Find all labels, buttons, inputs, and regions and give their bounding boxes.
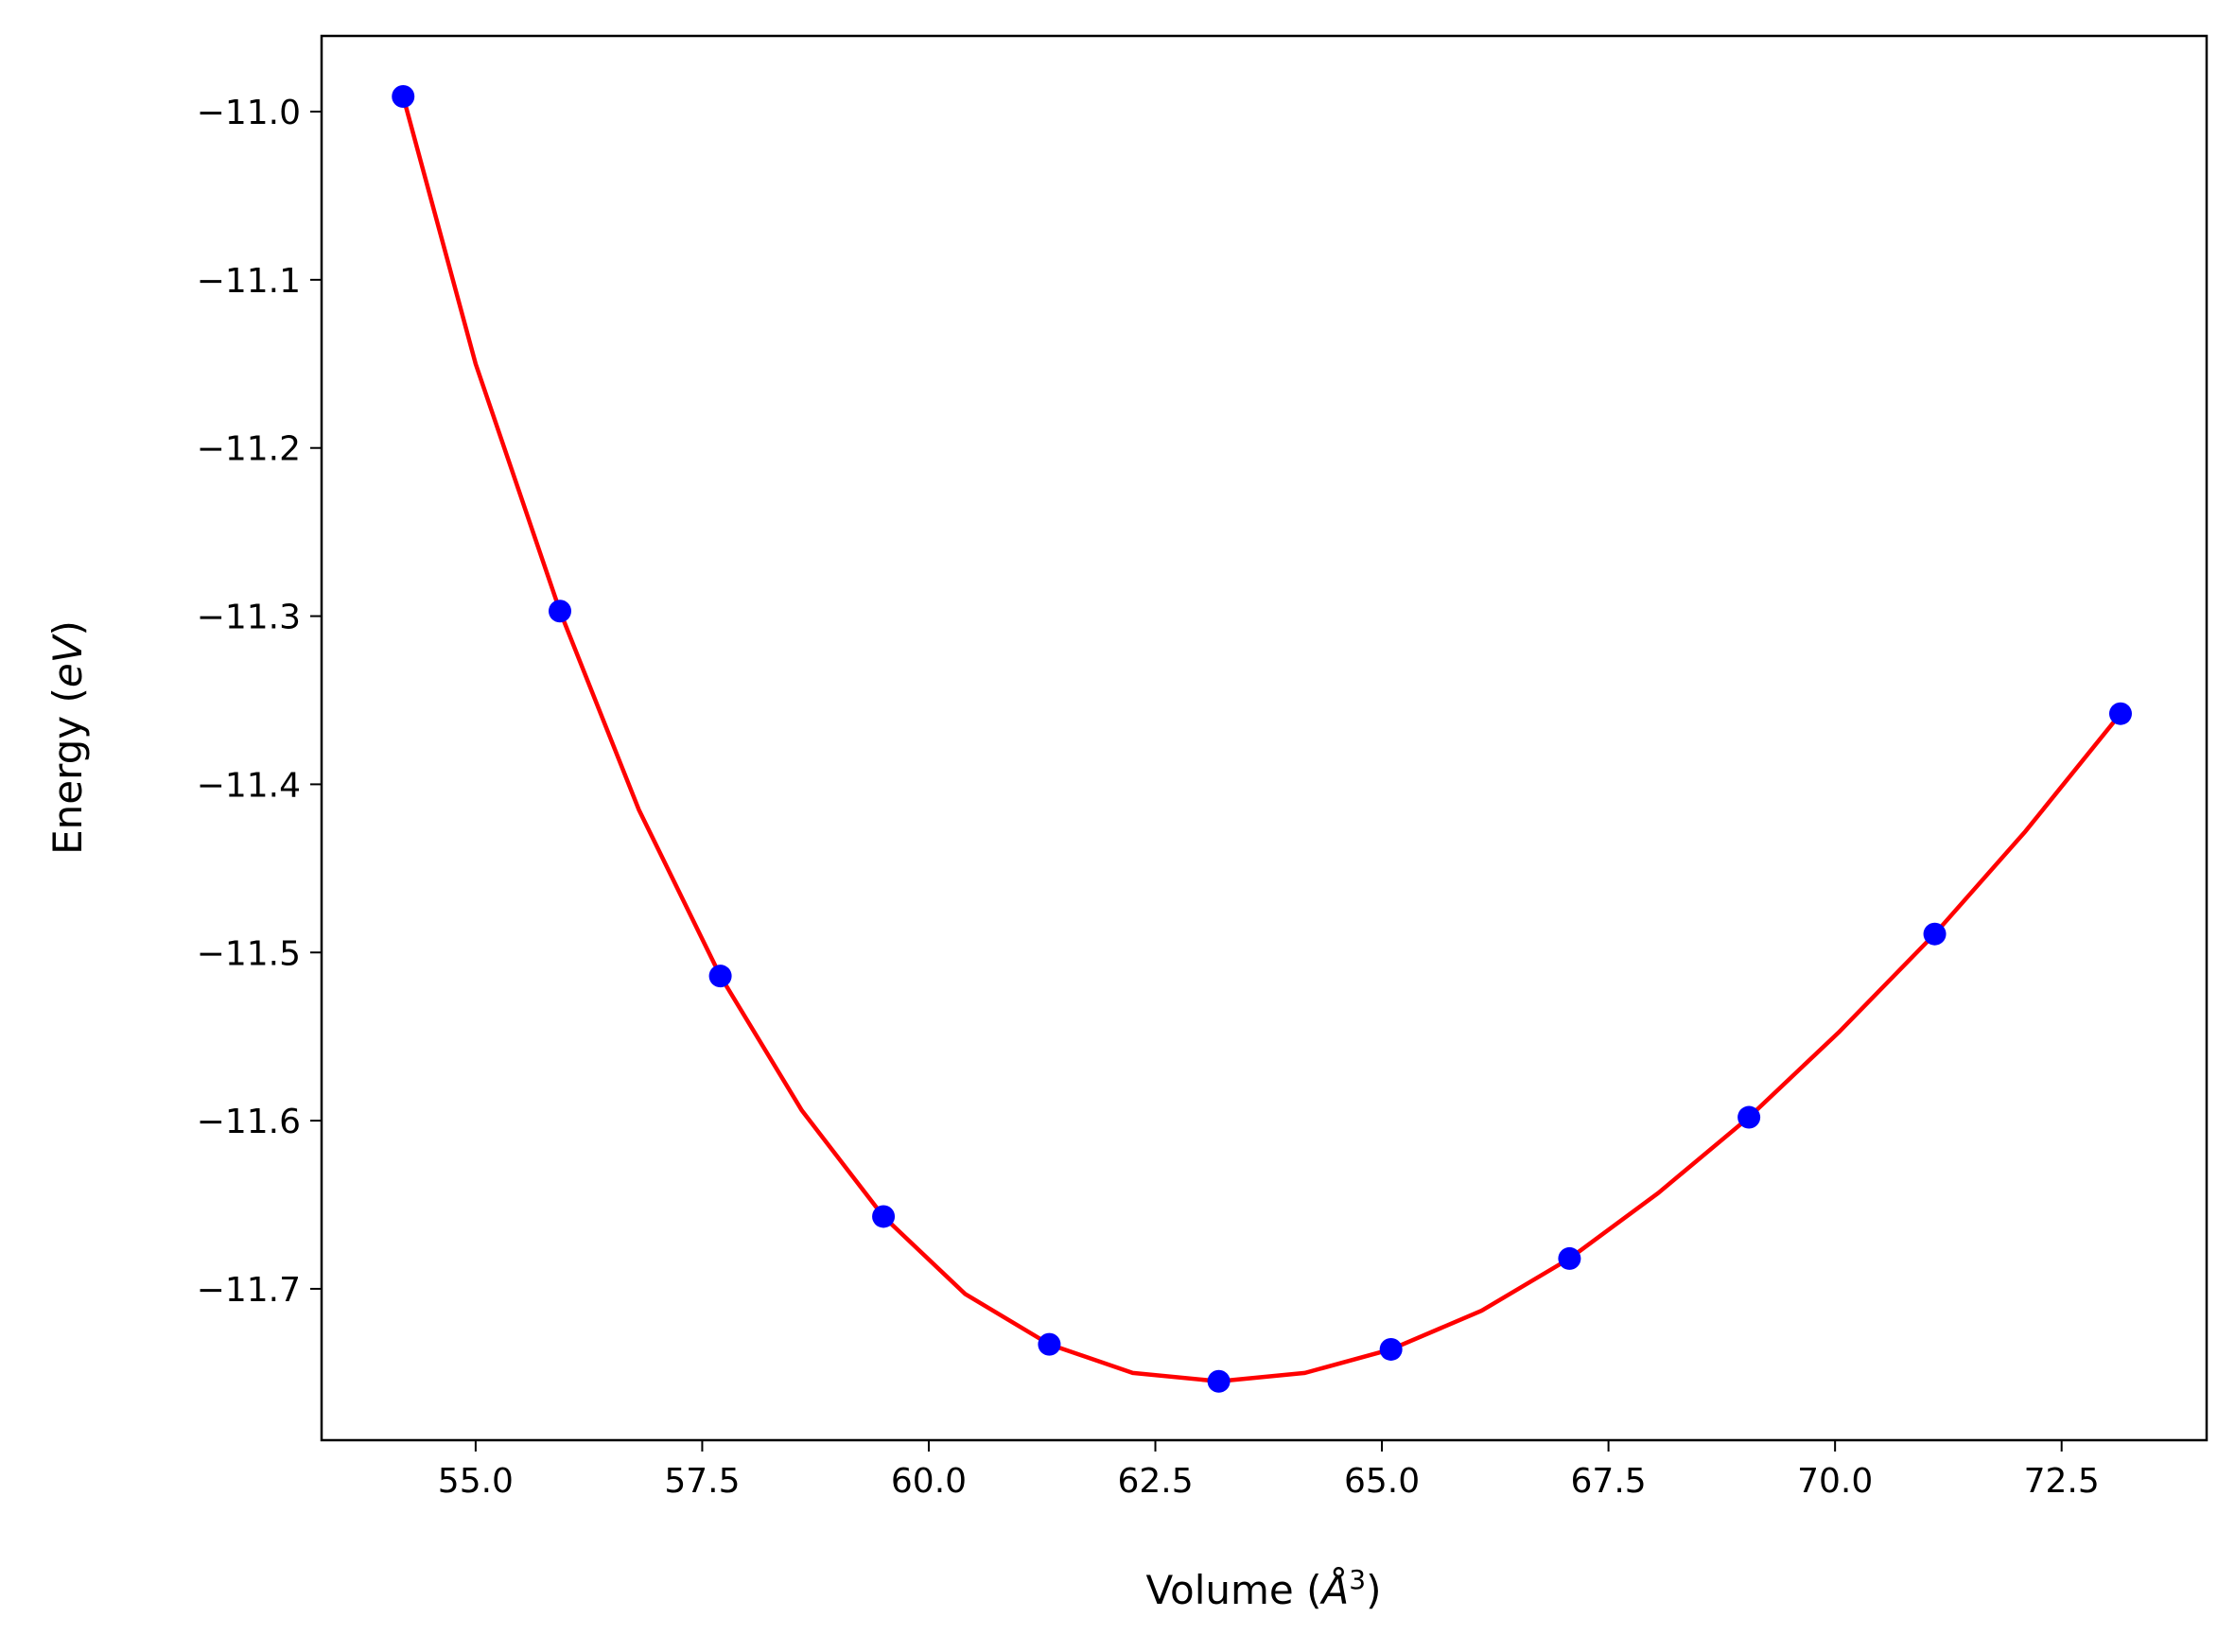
data-point	[1379, 1337, 1403, 1361]
data-point	[1038, 1332, 1061, 1356]
data-point	[708, 965, 732, 988]
x-tick-label: 70.0	[1797, 1462, 1873, 1501]
data-point	[1558, 1246, 1581, 1270]
y-tick-label: −11.5	[197, 934, 301, 973]
x-tick-label: 57.5	[664, 1462, 740, 1501]
y-tick-label: −11.2	[197, 430, 301, 469]
x-tick-label: 72.5	[2024, 1462, 2100, 1501]
data-layer	[392, 85, 2132, 1393]
y-axis: −11.0 −11.1 −11.2 −11.3 −11.4 −11.5 −11.6 −11.7	[197, 94, 322, 1310]
y-tick-label: −11.3	[197, 599, 301, 637]
y-tick-label: −11.1	[197, 262, 301, 301]
data-point	[2108, 702, 2132, 725]
y-tick-label: −11.6	[197, 1103, 301, 1141]
x-axis: 55.0 57.5 60.0 62.5 65.0 67.5 70.0 72.5	[438, 1440, 2100, 1501]
y-tick-label: −11.4	[197, 766, 301, 805]
data-point	[548, 600, 571, 623]
y-axis-label: Energy (eV)	[44, 620, 91, 855]
x-tick-label: 55.0	[438, 1462, 514, 1501]
data-point	[1207, 1369, 1231, 1393]
data-point	[1923, 922, 1947, 946]
y-tick-label: −11.0	[197, 94, 301, 132]
y-tick-label: −11.7	[197, 1271, 301, 1310]
x-tick-label: 67.5	[1571, 1462, 1647, 1501]
x-axis-label: Volume (Å3)	[1146, 1564, 1382, 1613]
x-tick-label: 62.5	[1117, 1462, 1193, 1501]
data-point	[392, 85, 415, 109]
x-tick-label: 65.0	[1344, 1462, 1420, 1501]
plot-frame	[320, 34, 2209, 1442]
data-point	[1737, 1105, 1761, 1129]
x-tick-label: 60.0	[891, 1462, 967, 1501]
data-point	[872, 1205, 896, 1228]
